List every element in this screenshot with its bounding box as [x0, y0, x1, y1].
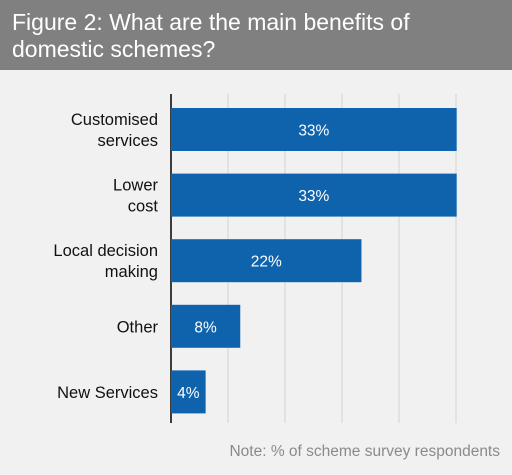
data-label-5: 4%	[177, 385, 200, 402]
title-banner: Figure 2: What are the main benefits of …	[0, 0, 512, 70]
category-label-5-line-1: New Services	[57, 384, 158, 402]
data-label-3: 22%	[251, 254, 282, 271]
data-label-2: 33%	[298, 188, 329, 205]
data-label-1: 33%	[298, 123, 329, 140]
bar-1	[171, 108, 457, 151]
bar-3	[171, 239, 362, 283]
category-label-4-line-1: Other	[117, 318, 159, 336]
data-label-4: 8%	[194, 319, 217, 336]
category-label-1-line-1: Customised	[71, 111, 158, 129]
bar-4	[171, 304, 241, 348]
category-label-1-line-2: services	[97, 132, 158, 150]
category-label-2-line-1: Lower	[113, 177, 158, 195]
category-label-2-line-2: cost	[128, 198, 159, 216]
chart-title: Figure 2: What are the main benefits of …	[12, 9, 410, 62]
bar-5	[171, 370, 206, 414]
bar-2	[171, 173, 457, 217]
chart-note: Note: % of scheme survey respondents	[229, 443, 500, 460]
category-label-3-line-2: making	[105, 263, 158, 281]
category-label-3-line-1: Local decision	[53, 242, 158, 260]
